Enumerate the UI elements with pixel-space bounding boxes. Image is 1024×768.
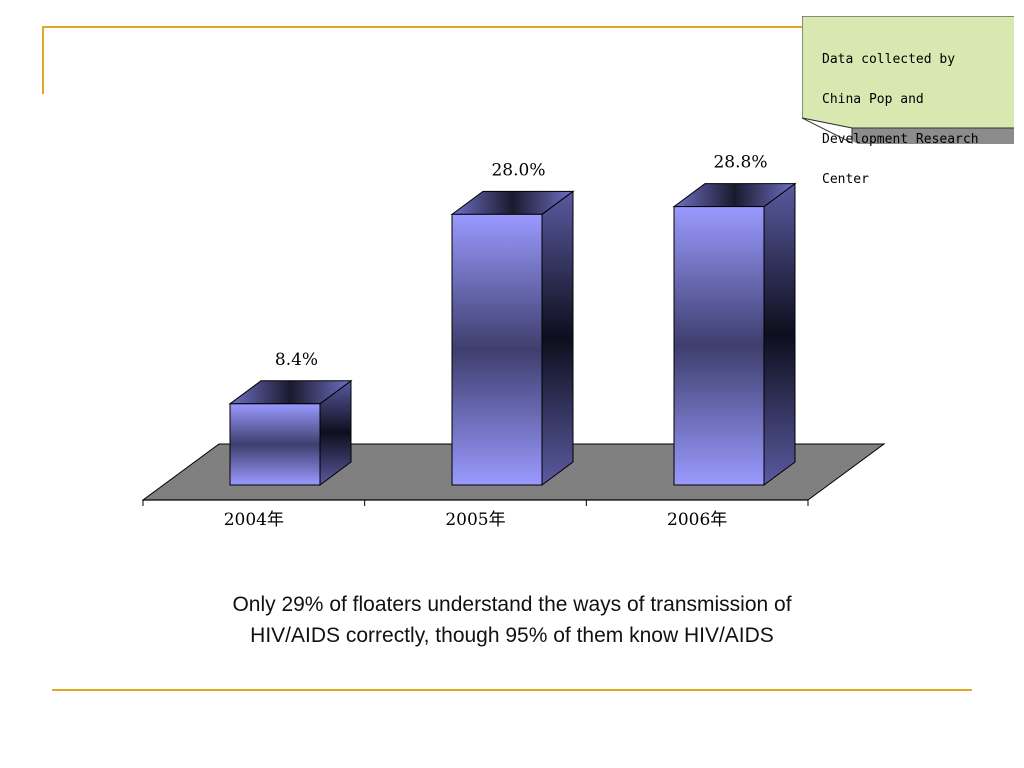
caption-line-2: HIV/AIDS correctly, though 95% of them k… xyxy=(250,624,774,647)
bottom-rule xyxy=(52,689,972,691)
bar-front xyxy=(229,403,321,486)
bar-side xyxy=(763,182,796,486)
bar-2006年 xyxy=(672,182,797,486)
caption: Only 29% of floaters understand the ways… xyxy=(112,589,912,651)
data-label: 28.0% xyxy=(491,160,545,180)
note-line-1: Data collected by xyxy=(822,52,956,67)
bar-front xyxy=(673,206,765,486)
top-rule xyxy=(43,26,823,28)
data-label: 28.8% xyxy=(713,153,767,173)
x-tick-label: 2004年 xyxy=(224,510,284,530)
x-tick-label: 2005年 xyxy=(445,510,505,530)
bar-front xyxy=(451,213,543,486)
data-source-note: Data collected by China Pop and Developm… xyxy=(802,16,1014,187)
bar-2004年 xyxy=(228,379,353,486)
bar-side xyxy=(541,190,574,486)
data-label: 8.4% xyxy=(275,350,318,370)
left-rule xyxy=(42,26,44,94)
bar-2005年 xyxy=(450,190,575,486)
note-line-4: Center xyxy=(822,172,869,187)
caption-line-1: Only 29% of floaters understand the ways… xyxy=(232,593,792,616)
note-line-3: Development Research xyxy=(822,132,979,147)
x-tick-label: 2006年 xyxy=(667,510,727,530)
note-text: Data collected by China Pop and Developm… xyxy=(822,30,1008,210)
note-shape xyxy=(802,16,1014,144)
note-line-2: China Pop and xyxy=(822,92,924,107)
